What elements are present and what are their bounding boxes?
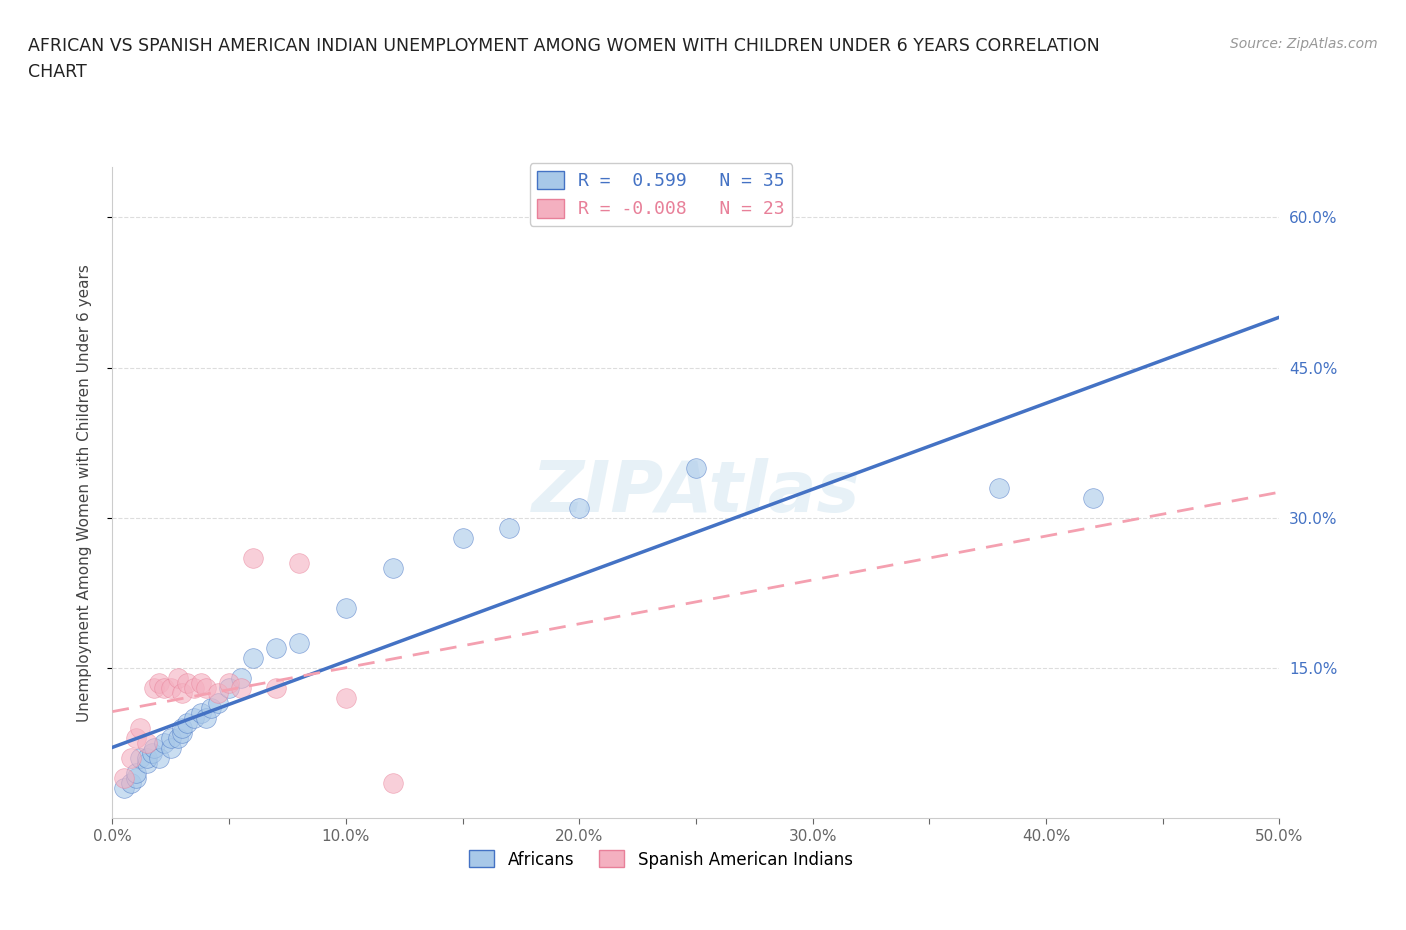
Point <box>160 741 183 756</box>
Point <box>218 681 240 696</box>
Y-axis label: Unemployment Among Women with Children Under 6 years: Unemployment Among Women with Children U… <box>77 264 91 722</box>
Point <box>143 681 166 696</box>
Point <box>141 746 163 761</box>
Point <box>153 736 176 751</box>
Point <box>125 731 148 746</box>
Point <box>148 751 170 765</box>
Point <box>148 676 170 691</box>
Point <box>242 551 264 565</box>
Point <box>183 711 205 725</box>
Point <box>183 681 205 696</box>
Point <box>176 716 198 731</box>
Point <box>194 711 217 725</box>
Point <box>153 681 176 696</box>
Point <box>685 460 707 475</box>
Point <box>229 681 252 696</box>
Point <box>112 781 135 796</box>
Point <box>136 736 159 751</box>
Point <box>129 751 152 765</box>
Point <box>172 685 194 700</box>
Point <box>229 671 252 685</box>
Point <box>381 561 404 576</box>
Point <box>166 671 188 685</box>
Point <box>160 731 183 746</box>
Text: AFRICAN VS SPANISH AMERICAN INDIAN UNEMPLOYMENT AMONG WOMEN WITH CHILDREN UNDER : AFRICAN VS SPANISH AMERICAN INDIAN UNEMP… <box>28 37 1099 55</box>
Point <box>125 766 148 781</box>
Point <box>172 721 194 736</box>
Point <box>988 481 1011 496</box>
Point <box>190 706 212 721</box>
Point <box>568 500 591 515</box>
Point <box>194 681 217 696</box>
Point <box>176 676 198 691</box>
Point <box>166 731 188 746</box>
Point <box>125 771 148 786</box>
Point <box>136 756 159 771</box>
Point <box>136 751 159 765</box>
Point <box>120 776 142 790</box>
Legend: Africans, Spanish American Indians: Africans, Spanish American Indians <box>463 844 859 875</box>
Point <box>160 681 183 696</box>
Point <box>207 685 229 700</box>
Point <box>190 676 212 691</box>
Text: ZIPAtlas: ZIPAtlas <box>531 458 860 527</box>
Point <box>288 555 311 570</box>
Point <box>143 741 166 756</box>
Point <box>264 681 287 696</box>
Text: Source: ZipAtlas.com: Source: ZipAtlas.com <box>1230 37 1378 51</box>
Point <box>218 676 240 691</box>
Point <box>381 776 404 790</box>
Point <box>129 721 152 736</box>
Point <box>172 725 194 740</box>
Point <box>288 636 311 651</box>
Point <box>451 530 474 545</box>
Point <box>207 696 229 711</box>
Point <box>120 751 142 765</box>
Point <box>498 521 520 536</box>
Text: CHART: CHART <box>28 63 87 81</box>
Point <box>242 651 264 666</box>
Point <box>112 771 135 786</box>
Point <box>335 691 357 706</box>
Point <box>264 641 287 656</box>
Point <box>1081 490 1104 505</box>
Point <box>200 701 222 716</box>
Point <box>335 601 357 616</box>
